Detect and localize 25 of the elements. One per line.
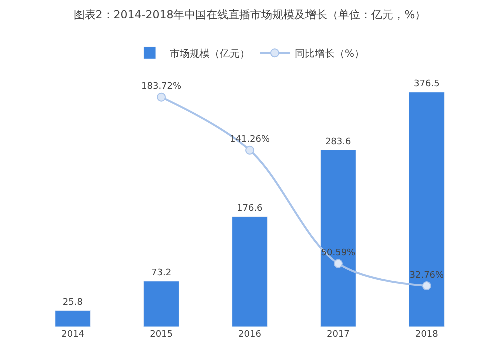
bar — [232, 216, 268, 327]
point — [157, 92, 166, 102]
legend-label: 市场规模（亿元） — [170, 48, 250, 60]
x-tick-label: 2018 — [415, 330, 439, 340]
bar — [144, 281, 180, 327]
data-label: 141.26% — [230, 135, 270, 146]
point — [246, 146, 254, 155]
x-tick-label: 2017 — [327, 330, 350, 340]
point — [422, 282, 432, 291]
legend-label: 同比增长（%） — [295, 48, 365, 60]
bar — [408, 92, 445, 327]
x-tick-label: 2015 — [150, 330, 173, 340]
data-label: 25.8 — [62, 298, 84, 308]
data-label: 283.6 — [325, 137, 352, 148]
bar — [55, 310, 92, 327]
bar — [320, 150, 356, 327]
data-label: 176.6 — [236, 204, 264, 214]
data-label: 32.76% — [410, 270, 445, 281]
x-tick-label: 2014 — [62, 330, 85, 340]
x-tick-label: 2016 — [238, 330, 262, 340]
point — [334, 259, 343, 268]
data-label: 183.72% — [142, 82, 182, 92]
chart-title: 图表2：2014-2018年中国在线直播市场规模及增长（单位：亿元，%） — [74, 8, 426, 22]
data-label: 73.2 — [152, 268, 172, 278]
data-label: 376.5 — [414, 79, 440, 90]
